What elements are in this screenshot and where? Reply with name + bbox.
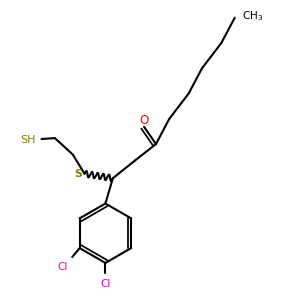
Text: Cl: Cl xyxy=(57,262,68,272)
Text: CH$_3$: CH$_3$ xyxy=(242,9,263,23)
Text: Cl: Cl xyxy=(100,279,111,289)
Text: O: O xyxy=(140,114,149,127)
Text: SH: SH xyxy=(20,135,36,145)
Text: S: S xyxy=(74,169,82,179)
